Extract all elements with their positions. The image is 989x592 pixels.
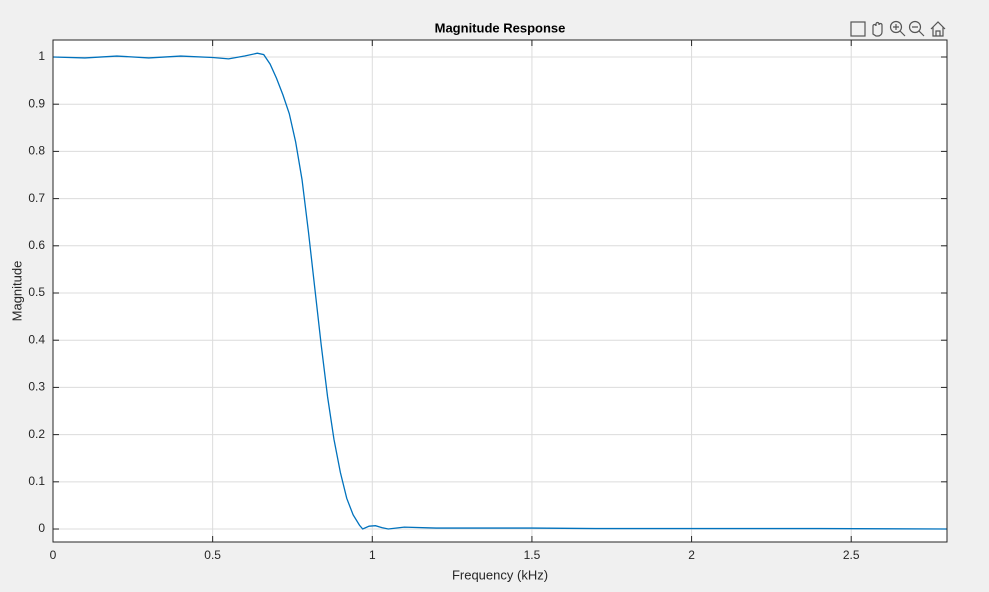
y-axis-label: Magnitude xyxy=(9,261,24,322)
y-tick-label: 0.6 xyxy=(28,238,45,252)
y-tick-label: 0.5 xyxy=(28,285,45,299)
x-tick-label: 2 xyxy=(688,548,695,562)
plot-area xyxy=(53,40,947,542)
x-tick-label: 1 xyxy=(369,548,376,562)
y-tick-label: 0.9 xyxy=(28,96,45,110)
x-tick-label: 0.5 xyxy=(204,548,221,562)
zoom-in-button[interactable] xyxy=(889,20,906,37)
y-tick-label: 0.4 xyxy=(28,332,45,346)
y-tick-label: 0.8 xyxy=(28,144,45,158)
x-tick-label: 2.5 xyxy=(843,548,860,562)
pan-button[interactable] xyxy=(872,21,883,37)
y-tick-label: 0.1 xyxy=(28,474,45,488)
x-axis-label: Frequency (kHz) xyxy=(452,567,548,582)
y-tick-label: 1 xyxy=(38,49,45,63)
y-tick-label: 0.2 xyxy=(28,427,45,441)
axes-box xyxy=(52,39,948,543)
y-tick-label: 0.7 xyxy=(28,191,45,205)
x-tick-label: 0 xyxy=(50,548,57,562)
export-button[interactable] xyxy=(850,21,866,37)
y-tick-label: 0 xyxy=(38,521,45,535)
line xyxy=(52,52,948,530)
toolbar xyxy=(850,20,946,37)
zoom-out-button[interactable] xyxy=(908,20,925,37)
y-tick-label: 0.3 xyxy=(28,380,45,394)
x-tick-label: 1.5 xyxy=(524,548,541,562)
chart-title: Magnitude Response xyxy=(435,20,566,35)
home-button[interactable] xyxy=(930,21,946,37)
